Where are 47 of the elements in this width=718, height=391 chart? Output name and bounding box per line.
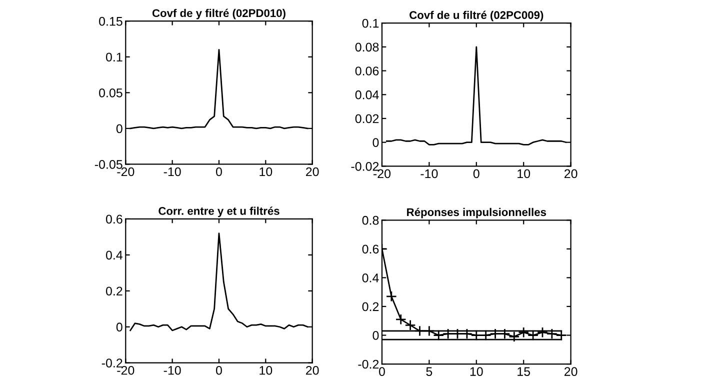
y-tick-label: 0.06	[355, 66, 379, 76]
y-tick-label: 0.05	[99, 88, 122, 98]
x-tick-label: 0	[473, 169, 480, 178]
x-tick-label: 10	[470, 367, 483, 376]
x-tick-label: -20	[117, 167, 134, 176]
y-tick-label: 0.1	[362, 18, 379, 28]
y-tick-label: 0.08	[355, 42, 379, 52]
x-tick-label: 5	[426, 367, 432, 376]
x-tick-label: 20	[306, 366, 319, 375]
y-tick-label: 0.02	[355, 114, 379, 124]
chart-title: Corr. entre y et u filtrés	[158, 206, 280, 218]
x-tick-label: 20	[564, 169, 578, 178]
y-tick-label: 0.4	[106, 250, 123, 260]
y-tick-label: -0.2	[102, 358, 122, 368]
y-tick-label: 0.15	[99, 16, 122, 26]
y-tick-label: 0	[116, 322, 122, 332]
y-tick-label: 0.04	[355, 90, 379, 100]
x-tick-label: 20	[564, 367, 578, 376]
y-tick-label: 0.2	[362, 302, 379, 312]
y-tick-label: 0.1	[106, 52, 122, 62]
chart-title: Réponses impulsionnelles	[407, 208, 546, 218]
chart-title: Covf de y filtré (02PD010)	[152, 8, 286, 20]
y-tick-label: 0.8	[362, 216, 379, 225]
y-tick-label: 0	[372, 138, 379, 147]
x-tick-label: 20	[306, 167, 319, 176]
x-tick-label: -20	[117, 366, 134, 375]
x-tick-label: -20	[374, 169, 391, 178]
x-tick-label: 10	[260, 366, 272, 375]
chart-title: Covf de u filtré (02PC009)	[410, 10, 544, 22]
x-tick-label: -10	[420, 169, 438, 178]
x-tick-label: 10	[260, 167, 272, 176]
y-tick-label: 0	[372, 331, 379, 340]
x-tick-label: 0	[216, 366, 222, 375]
x-tick-label: -10	[164, 366, 181, 375]
y-tick-label: 0	[116, 124, 122, 134]
y-tick-label: 0.6	[106, 214, 122, 224]
x-tick-label: 15	[518, 367, 530, 376]
x-tick-label: 0	[216, 167, 222, 176]
x-tick-label: 10	[518, 169, 530, 178]
y-tick-label: 0.6	[362, 244, 379, 254]
x-tick-label: -10	[164, 167, 181, 176]
y-tick-label: -0.05	[94, 160, 122, 169]
y-tick-label: 0.2	[106, 286, 122, 296]
y-tick-label: 0.4	[362, 273, 379, 282]
x-tick-label: 0	[378, 367, 385, 376]
y-tick-label: -0.02	[351, 162, 379, 171]
y-tick-label: -0.2	[358, 360, 379, 369]
